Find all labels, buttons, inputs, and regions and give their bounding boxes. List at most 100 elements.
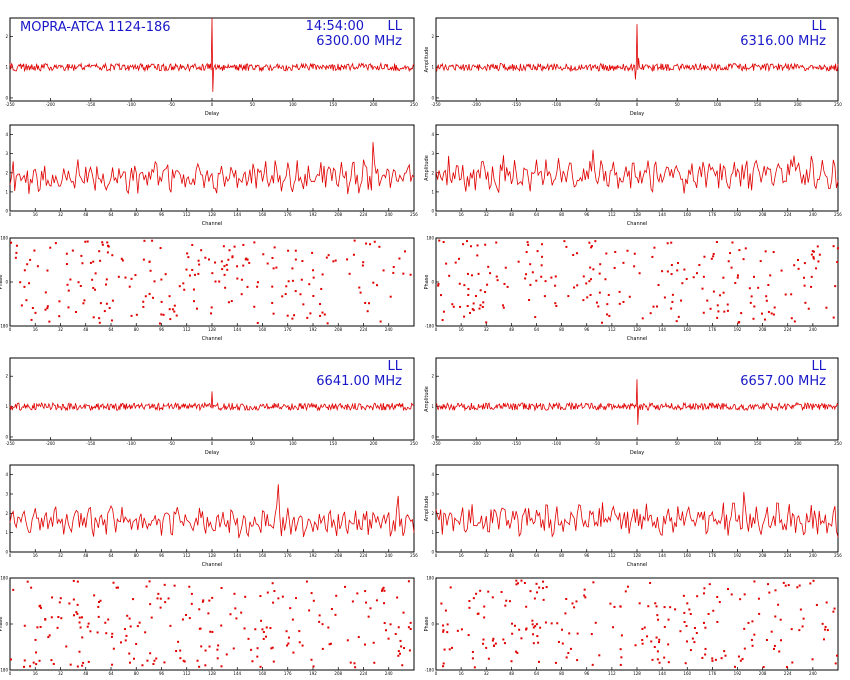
ll-phase-point [124,639,127,642]
lr-phase-point [714,658,717,661]
ur-amp-xtick-label: 192 [734,212,742,217]
ll-phase-point [407,580,410,583]
ll-phase-point [330,608,333,611]
lr-phase-point [716,595,719,598]
ur-phase-xtick-label: 144 [658,327,666,332]
ur-phase-point [661,270,664,273]
lr-amp-ytick-label: 0 [431,550,434,555]
ur-phase-point [675,320,678,323]
ur-phase-point [504,266,507,269]
lr-phase-point [515,650,518,653]
ul-phase-point [158,322,161,325]
ur-amp-xtick-label: 208 [759,212,767,217]
lr-delay-xtick-label: 200 [794,441,802,446]
ll-phase-point [291,618,294,621]
ul-amp-ytick-label: 0 [5,209,8,214]
ul-amp-ytick-label: 3 [5,151,8,156]
lr-phase-point [656,614,659,617]
ur-phase-point [812,257,815,260]
ul-phase-point [302,303,305,306]
ul-phase-point [233,245,236,248]
ur-phase-point [605,252,608,255]
lr-phase-point [707,612,710,615]
ul-phase-point [346,258,349,261]
ll-phase-point [190,602,193,605]
ur-amp-xtick-label: 0 [435,212,438,217]
ur-amp-xtick-label: 240 [809,212,817,217]
ul-delay-ytick-label: 0 [5,95,8,100]
ll-phase-point [271,646,274,649]
ul-phase-point [19,281,22,284]
ur-phase-point [638,272,641,275]
lr-delay-xtick-label: 0 [636,441,639,446]
ur-phase-point [622,261,625,264]
lr-phase-point [646,635,649,638]
ur-delay-series-line [435,24,839,80]
ll-delay-xtick-label: 50 [250,441,256,446]
ul-phase-point [135,313,138,316]
ul-phase-point [361,264,364,267]
ul-phase-point [46,305,49,308]
ul-phase-point [332,260,335,263]
ll-phase-point [157,592,160,595]
ul-phase-point [273,246,276,249]
ll-phase-point [51,596,54,599]
ll-phase-point [271,582,274,585]
ul-phase-point [74,310,77,313]
ur-amp-xtick-label: 64 [534,212,540,217]
ll-phase-point [270,647,273,650]
ur-phase-point [531,271,534,274]
ll-phase-point [329,642,332,645]
ur-phase-point [695,272,698,275]
ur-phase-point [716,316,719,319]
ll-phase-point [188,617,191,620]
ll-phase-point [9,658,12,661]
lr-phase-point [479,589,482,592]
ur-amp-xtick-label: 128 [633,212,641,217]
ur-phase-point [445,262,448,265]
ur-phase-point [540,264,543,267]
ul-amp-xtick-label: 48 [83,212,89,217]
ll-phase-point [373,661,376,664]
lr-phase-point [782,581,785,584]
ll-phase-point [198,608,201,611]
ur-phase-point [501,304,504,307]
lr-phase-point [491,639,494,642]
ll-amp-ytick-label: 4 [5,472,8,477]
ul-phase-point [402,272,405,275]
ll-phase-point [334,613,337,616]
ll-phase-point [81,664,84,667]
ul-delay-xtick-label: -50 [168,102,175,107]
ur-phase-point [607,293,610,296]
ul-phase-point [106,241,109,244]
ur-phase-point [812,250,815,253]
ll-phase-point [372,641,375,644]
ll-phase-point [256,655,259,658]
lr-phase-point [576,659,579,662]
lr-phase-point [641,642,644,645]
lr-phase-point [544,621,547,624]
ul-phase-point [153,280,156,283]
ur-phase-point [736,276,739,279]
ur-phase-point [726,309,729,312]
ur-phase-frame [435,237,839,327]
ll-delay-xtick-label: -50 [168,441,175,446]
ul-phase-point [103,310,106,313]
lr-phase-point [511,622,514,625]
lr-phase-point [649,581,652,584]
ur-phase-point [576,252,579,255]
ll-phase-xtick-label: 64 [108,671,114,676]
lr-phase-point [650,640,653,643]
ll-phase-point [208,599,211,602]
ul-phase-point [160,278,163,281]
ll-phase-point [87,622,90,625]
ur-phase-point [452,305,455,308]
ur-phase-ytick-label: -180 [425,324,435,329]
ul-phase-point [164,273,167,276]
lr-phase-point [561,628,564,631]
ul-delay-xlabel: Delay [205,111,219,117]
ur-phase-xtick-label: 16 [459,327,465,332]
ul-delay-xtick-label: 200 [370,102,378,107]
lr-phase-point [798,629,801,632]
lr-phase-point [743,593,746,596]
